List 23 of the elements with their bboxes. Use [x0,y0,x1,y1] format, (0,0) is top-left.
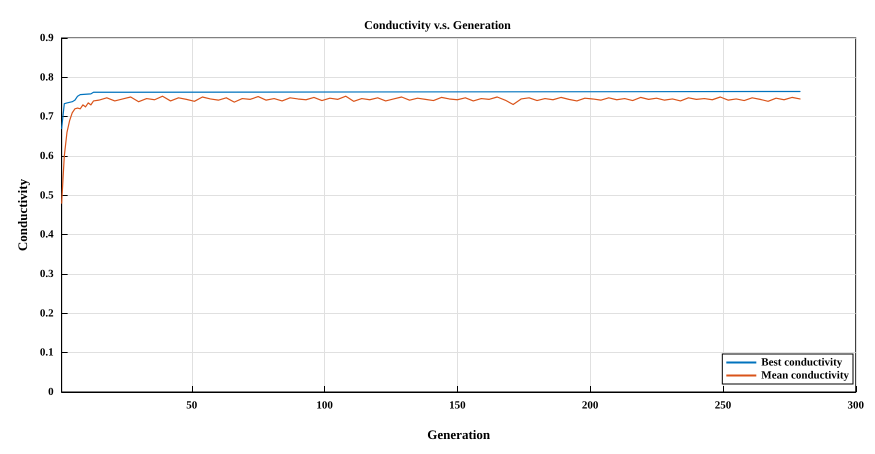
y-tick-label: 0.3 [40,268,54,280]
legend-label: Best conductivity [761,356,843,368]
y-tick-label: 0.5 [40,189,54,202]
y-tick-label: 0.8 [40,71,54,84]
y-tick-label: 0.2 [40,307,54,320]
x-tick-label: 200 [582,400,599,412]
x-tick-label: 300 [848,400,864,412]
y-tick-label: 0.1 [40,346,54,359]
y-tick-label: 0.4 [40,228,54,241]
y-tick-label: 0.9 [40,32,54,44]
line-series [61,90,801,130]
x-tick-label: 50 [186,400,198,412]
y-axis-title: Conductivity [15,178,30,252]
x-tick-label: 100 [316,400,334,412]
x-axis-title: Generation [427,427,491,442]
line-series [61,96,801,204]
y-tick-label: 0.7 [40,110,54,123]
y-tick-label: 0.6 [40,150,54,162]
legend-label: Mean conductivity [761,370,850,382]
x-tick-label: 250 [714,400,732,412]
y-tick-label: 0 [48,386,54,398]
chart-title: Conductivity v.s. Generation [364,18,512,32]
x-tick-label: 150 [449,400,466,412]
